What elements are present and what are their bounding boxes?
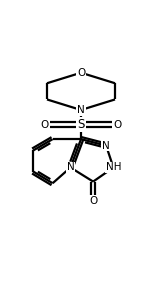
Text: N: N	[77, 105, 85, 115]
Text: O: O	[77, 68, 85, 78]
Text: N: N	[102, 141, 110, 151]
Text: O: O	[113, 120, 122, 130]
Text: S: S	[77, 118, 85, 131]
Text: NH: NH	[106, 162, 121, 173]
Text: O: O	[40, 120, 49, 130]
Text: N: N	[67, 162, 74, 173]
Text: O: O	[89, 196, 97, 206]
